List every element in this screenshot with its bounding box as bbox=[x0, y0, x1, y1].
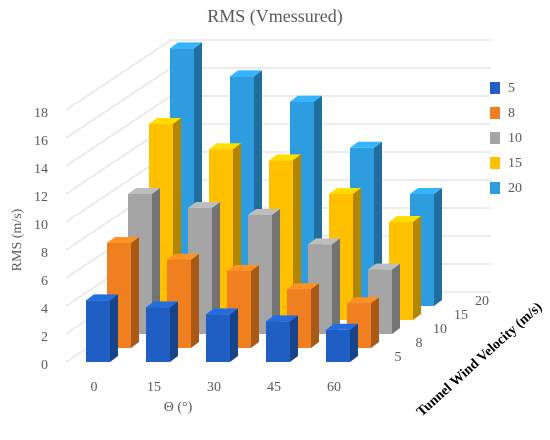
x-tick-label: 30 bbox=[207, 380, 221, 395]
bar-side bbox=[371, 297, 379, 348]
bar-side bbox=[152, 188, 160, 334]
bar-top bbox=[167, 253, 199, 260]
x-tick-label: 15 bbox=[147, 380, 161, 395]
z-tick-label: 8 bbox=[416, 336, 423, 351]
bar-top bbox=[86, 294, 118, 301]
bar-top bbox=[209, 143, 241, 150]
z-tick-label: 20 bbox=[475, 294, 489, 309]
legend-label: 5 bbox=[508, 81, 515, 96]
bar-top bbox=[128, 188, 160, 194]
legend-swatch bbox=[490, 82, 500, 94]
y-tick-label: 10 bbox=[34, 218, 48, 233]
z-tick-label: 10 bbox=[433, 322, 447, 337]
bar-side bbox=[413, 216, 421, 320]
x-tick-label: 60 bbox=[327, 380, 341, 395]
bar bbox=[266, 315, 298, 362]
bar-top bbox=[329, 188, 361, 194]
bar-side bbox=[191, 253, 199, 348]
bar-top bbox=[146, 301, 178, 308]
chart-title: RMS (Vmessured) bbox=[207, 6, 343, 27]
bar-side bbox=[392, 263, 400, 334]
bar-side bbox=[251, 265, 259, 348]
y-tick-label: 4 bbox=[41, 302, 48, 317]
bar-side bbox=[170, 301, 178, 362]
bar-side bbox=[311, 283, 319, 348]
bar-side bbox=[131, 237, 139, 348]
bar bbox=[86, 294, 118, 362]
bar-top bbox=[350, 141, 382, 148]
z-tick-label: 15 bbox=[454, 308, 468, 323]
bar bbox=[326, 323, 358, 362]
legend-label: 20 bbox=[508, 181, 522, 196]
bar-front bbox=[266, 321, 290, 362]
bar bbox=[206, 308, 238, 362]
bar bbox=[146, 301, 178, 362]
bar-side bbox=[272, 209, 280, 334]
bar-front bbox=[326, 329, 350, 362]
legend-label: 8 bbox=[508, 106, 515, 121]
bar-front bbox=[206, 314, 230, 362]
bar-top bbox=[170, 42, 202, 49]
bar-front bbox=[146, 307, 170, 362]
x-tick-label: 0 bbox=[91, 380, 98, 395]
bar-top bbox=[326, 323, 358, 330]
bar-side bbox=[332, 238, 340, 334]
bar-top bbox=[107, 237, 139, 243]
bar-top bbox=[410, 188, 442, 194]
bar-top bbox=[368, 263, 400, 270]
bar-top bbox=[308, 238, 340, 245]
y-tick-label: 12 bbox=[34, 190, 48, 205]
bar-top bbox=[206, 308, 238, 315]
bar-top bbox=[287, 283, 319, 290]
bar-top bbox=[149, 118, 181, 124]
bar-top bbox=[266, 315, 298, 322]
bar-top bbox=[188, 202, 220, 208]
y-tick-label: 0 bbox=[41, 358, 48, 373]
bar-side bbox=[230, 308, 238, 362]
bar-side bbox=[293, 154, 301, 320]
bar-top bbox=[248, 209, 280, 215]
legend-swatch bbox=[490, 107, 500, 119]
y-tick-label: 18 bbox=[34, 106, 48, 121]
legend-label: 10 bbox=[508, 131, 522, 146]
x-axis-label: Θ (°) bbox=[164, 400, 193, 415]
bar-side bbox=[434, 188, 442, 306]
y-axis-label: RMS (m/s) bbox=[10, 208, 25, 271]
grid-line bbox=[65, 67, 491, 139]
bar bbox=[347, 297, 379, 348]
legend-swatch bbox=[490, 157, 500, 169]
bar-side bbox=[290, 315, 298, 362]
bar-top bbox=[230, 70, 262, 77]
legend-swatch bbox=[490, 132, 500, 144]
legend-label: 15 bbox=[508, 156, 522, 171]
y-tick-label: 2 bbox=[41, 330, 48, 345]
legend-swatch bbox=[490, 182, 500, 194]
bar-side bbox=[110, 294, 118, 362]
x-tick-label: 45 bbox=[267, 380, 281, 395]
y-tick-label: 14 bbox=[34, 162, 48, 177]
bar bbox=[227, 265, 259, 348]
bar-top bbox=[290, 95, 322, 102]
y-tick-label: 6 bbox=[41, 274, 48, 289]
bar-top bbox=[389, 216, 421, 222]
y-tick-label: 8 bbox=[41, 246, 48, 261]
bar-top bbox=[269, 154, 301, 161]
bar-side bbox=[353, 188, 361, 320]
z-axis-label: Tunnel Wind Velocity (m/s) bbox=[414, 300, 545, 420]
bar-side bbox=[212, 202, 220, 334]
bar-top bbox=[347, 297, 379, 304]
z-tick-label: 5 bbox=[395, 350, 402, 365]
bar-top bbox=[227, 265, 259, 271]
grid-line bbox=[65, 39, 491, 111]
bar-front bbox=[86, 300, 110, 362]
y-tick-label: 16 bbox=[34, 134, 48, 149]
bar-side bbox=[350, 323, 358, 362]
